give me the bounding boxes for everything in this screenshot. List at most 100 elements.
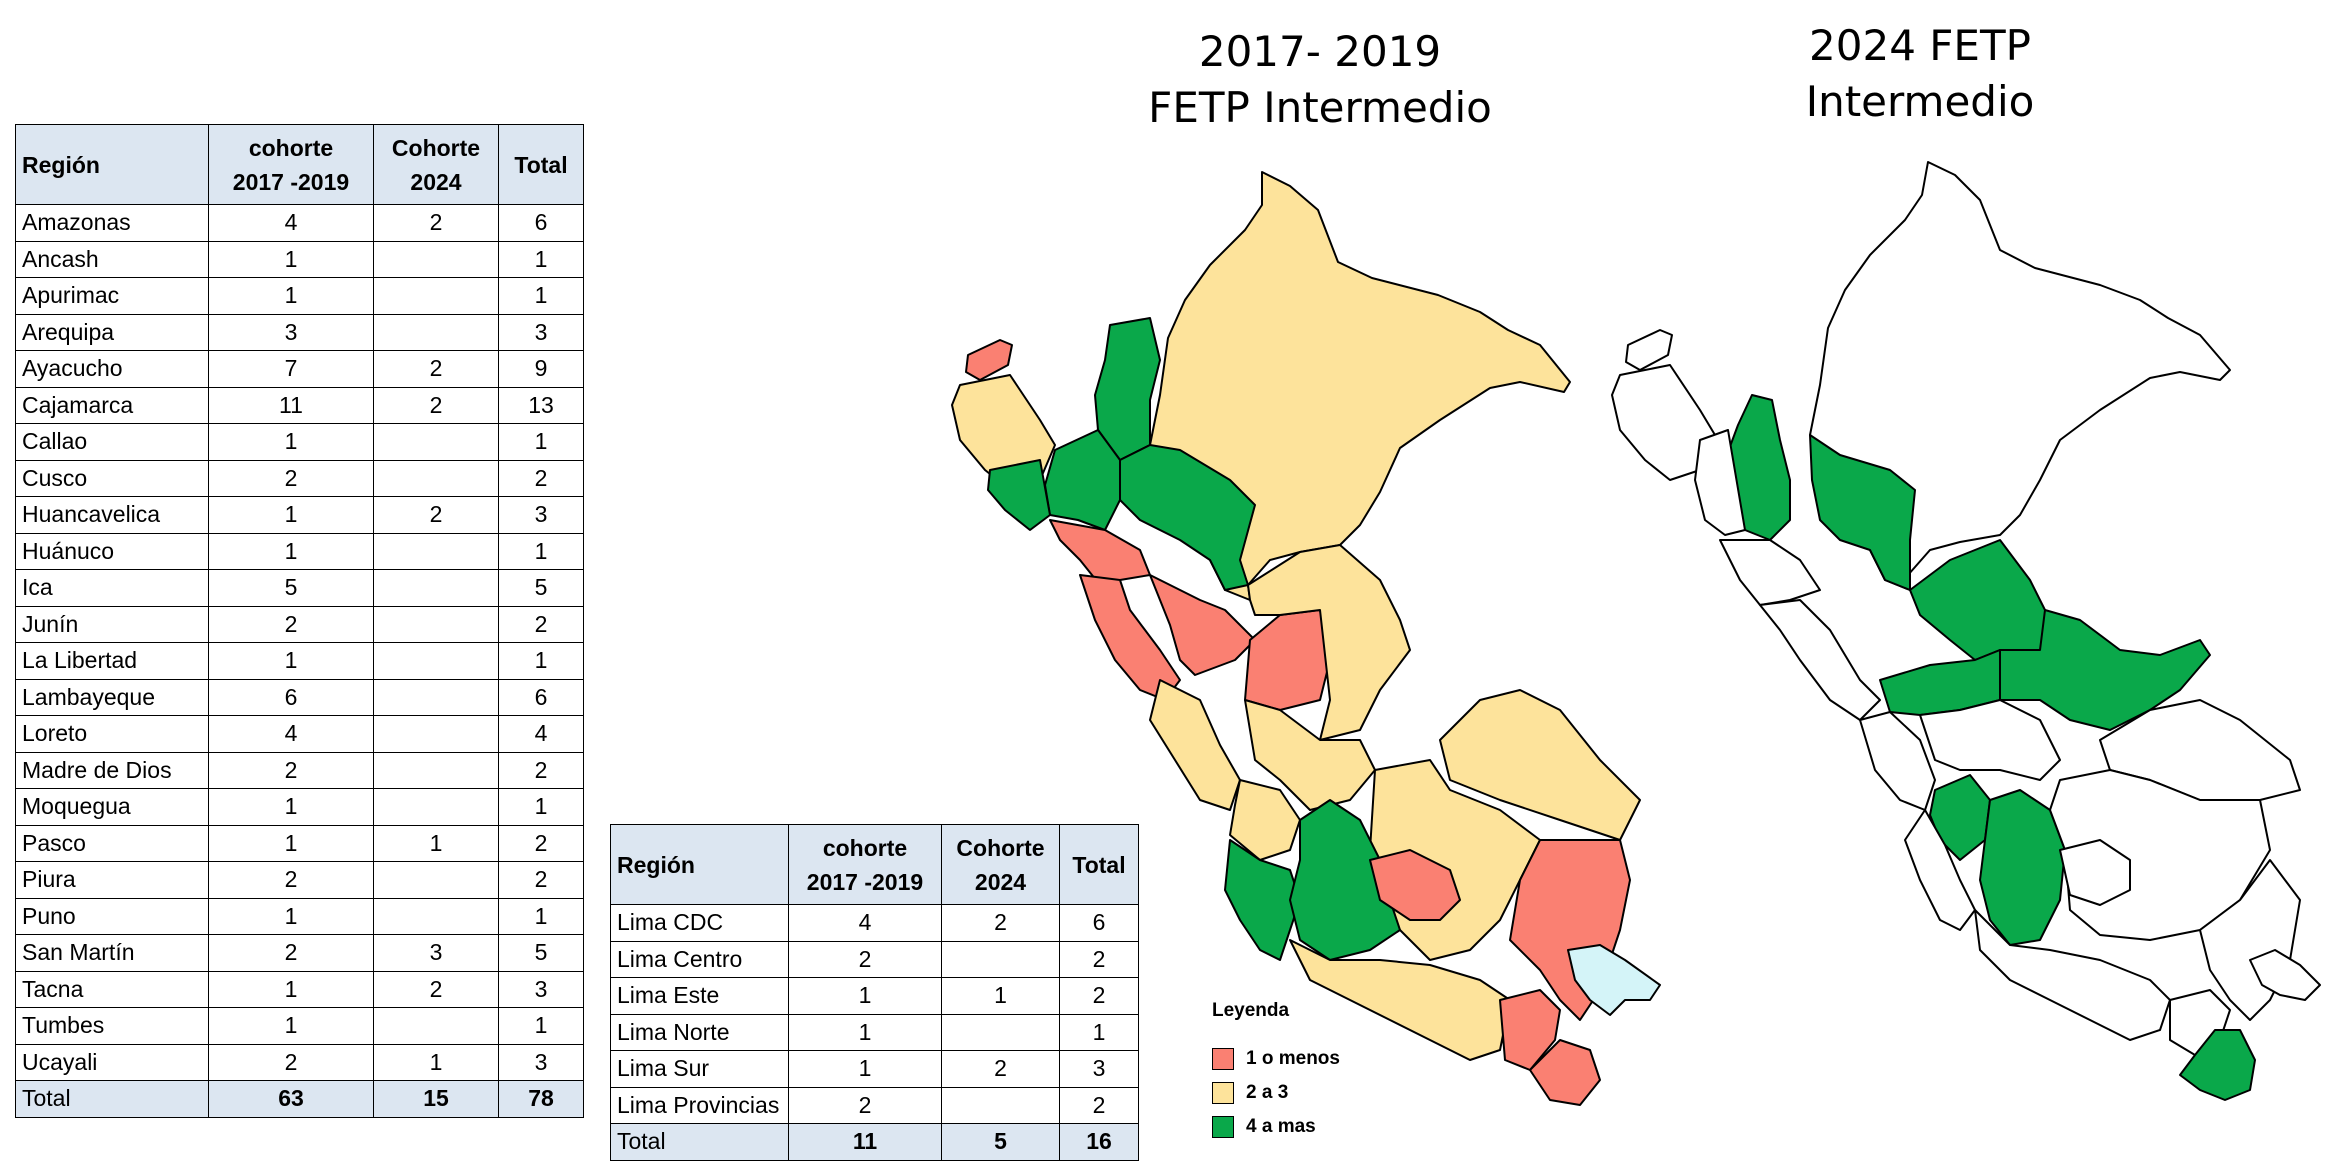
regions-cell-cohort-2024 — [373, 569, 499, 607]
lima-header-cohort-2024-line1: Cohorte — [956, 834, 1045, 861]
region-ica-2024 — [1904, 809, 1976, 931]
map-2017-2019 — [951, 171, 1661, 1106]
lake-titicaca — [1567, 944, 1661, 1016]
regions-cell-cohort-2017: 6 — [208, 678, 374, 716]
regions-row: Cusco 2 2 — [15, 459, 584, 497]
regions-cell-cohort-2017: 4 — [208, 204, 374, 242]
regions-cell-cohort-2024 — [373, 240, 499, 278]
regions-row: Loreto 4 4 — [15, 715, 584, 753]
regions-cell-region: Arequipa — [15, 313, 209, 351]
lima-cell-region: Lima Centro — [610, 940, 789, 978]
regions-cell-cohort-2017: 2 — [208, 605, 374, 643]
regions-cell-region: Loreto — [15, 715, 209, 753]
regions-row: Tumbes 1 1 — [15, 1007, 584, 1045]
regions-row: Amazonas 4 2 6 — [15, 204, 584, 242]
map-2024-title-line1: 2024 FETP — [1809, 21, 2031, 70]
region-loreto-2024 — [1809, 161, 2231, 591]
regions-total-row: Total 63 15 78 — [15, 1080, 584, 1118]
header-cohort-2024: Cohorte 2024 — [373, 124, 499, 205]
regions-cell-cohort-2017: 1 — [208, 532, 374, 570]
region-junin-2024 — [1919, 699, 2061, 781]
regions-cell-region: Cajamarca — [15, 386, 209, 424]
region-pasco — [1244, 609, 1331, 711]
legend-label: 2 a 3 — [1246, 1082, 1289, 1103]
regions-row: Ucayali 2 1 3 — [15, 1043, 584, 1081]
regions-cell-cohort-2017: 2 — [208, 1043, 374, 1081]
region-cajamarca — [1044, 429, 1121, 531]
legend-title: Leyenda — [1212, 1000, 1290, 1021]
regions-cell-cohort-2024 — [373, 277, 499, 315]
lima-total-row: Total 11 5 16 — [610, 1123, 1139, 1161]
lima-total-total: 16 — [1059, 1123, 1139, 1161]
regions-row: Madre de Dios 2 2 — [15, 751, 584, 789]
regions-cell-cohort-2024 — [373, 751, 499, 789]
regions-cell-cohort-2024: 1 — [373, 1043, 499, 1081]
regions-cell-region: Tumbes — [15, 1007, 209, 1045]
region-lima — [1149, 679, 1241, 811]
regions-cell-cohort-2017: 2 — [208, 934, 374, 972]
regions-cell-total: 9 — [498, 350, 584, 388]
lima-header-cohort-2017-line2: 2017 -2019 — [806, 868, 924, 895]
regions-cell-total: 1 — [498, 642, 584, 680]
regions-cell-total: 3 — [498, 1043, 584, 1081]
map-2017-title-line1: 2017- 2019 — [1198, 27, 1442, 76]
map-2017-title: 2017- 2019 FETP Intermedio — [1080, 24, 1560, 136]
legend-item: 4 a mas — [1212, 1110, 1340, 1144]
regions-cell-total: 6 — [498, 678, 584, 716]
regions-cell-region: Madre de Dios — [15, 751, 209, 789]
regions-cell-region: Ancash — [15, 240, 209, 278]
regions-cell-region: Amazonas — [15, 204, 209, 242]
header-cohort-2017-line2: 2017 -2019 — [232, 168, 350, 195]
region-apurimac-2024 — [2059, 839, 2131, 906]
lima-cell-cohort-2017: 1 — [788, 977, 942, 1015]
lima-cell-region: Lima CDC — [610, 904, 789, 942]
region-la-libertad — [1049, 519, 1151, 586]
regions-cell-cohort-2024 — [373, 715, 499, 753]
regions-row: Moquegua 1 1 — [15, 788, 584, 826]
region-loreto — [1149, 171, 1571, 601]
lima-row: Lima CDC 4 2 6 — [610, 904, 1139, 942]
regions-cell-total: 2 — [498, 751, 584, 789]
region-huancavelica — [1229, 779, 1301, 861]
lima-cell-cohort-2024: 2 — [941, 904, 1060, 942]
regions-cell-region: Cusco — [15, 459, 209, 497]
regions-total-cohort-2017: 63 — [208, 1080, 374, 1118]
regions-row: Ayacucho 7 2 9 — [15, 350, 584, 388]
regions-table: Región cohorte 2017 -2019 Cohorte 2024 Tot… — [15, 124, 584, 1118]
regions-cell-cohort-2017: 7 — [208, 350, 374, 388]
region-la-libertad-2024 — [1719, 539, 1821, 606]
regions-cell-total: 3 — [498, 970, 584, 1008]
regions-cell-region: Piura — [15, 861, 209, 899]
regions-cell-region: San Martín — [15, 934, 209, 972]
lima-cell-region: Lima Sur — [610, 1050, 789, 1088]
lima-cell-cohort-2017: 2 — [788, 940, 942, 978]
lima-table-header: Región cohorte 2017 -2019 Cohorte 2024 Tot… — [610, 824, 1139, 905]
lima-cell-cohort-2017: 4 — [788, 904, 942, 942]
header-cohort-2024-line2: 2024 — [410, 168, 462, 195]
region-huanuco-2024 — [1909, 539, 2061, 661]
region-arequipa — [1289, 939, 1511, 1061]
regions-cell-total: 4 — [498, 715, 584, 753]
regions-cell-cohort-2017: 2 — [208, 459, 374, 497]
regions-cell-region: Junín — [15, 605, 209, 643]
regions-row: Junín 2 2 — [15, 605, 584, 643]
regions-row: Pasco 1 1 2 — [15, 824, 584, 862]
regions-total-total: 78 — [498, 1080, 584, 1118]
region-ayacucho — [1289, 799, 1401, 961]
regions-cell-cohort-2017: 3 — [208, 313, 374, 351]
regions-row: Cajamarca 11 2 13 — [15, 386, 584, 424]
lima-cell-cohort-2024 — [941, 1013, 1060, 1051]
regions-cell-cohort-2017: 11 — [208, 386, 374, 424]
region-san-martin-2024 — [1809, 434, 1916, 591]
lima-header-total: Total — [1059, 824, 1139, 905]
region-ucayali — [1247, 544, 1411, 741]
legend-swatch — [1212, 1116, 1234, 1138]
lima-header-cohort-2017-line1: cohorte — [822, 834, 908, 861]
regions-cell-region: Puno — [15, 897, 209, 935]
lake-titicaca-2024 — [2249, 949, 2321, 1001]
regions-total-cohort-2024: 15 — [373, 1080, 499, 1118]
regions-cell-total: 13 — [498, 386, 584, 424]
regions-cell-cohort-2017: 1 — [208, 642, 374, 680]
lima-cell-cohort-2024 — [941, 1086, 1060, 1124]
regions-cell-cohort-2017: 5 — [208, 569, 374, 607]
